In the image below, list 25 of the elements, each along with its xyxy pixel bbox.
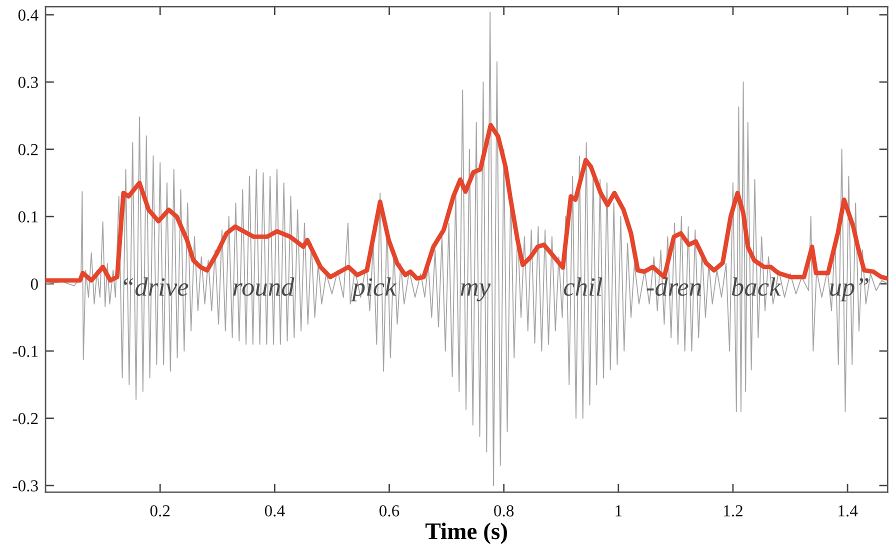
annotation: back <box>732 277 782 296</box>
annotation: up” <box>830 278 868 302</box>
x-tick-label: 0.8 <box>494 505 514 517</box>
x-tick-label: 1.2 <box>724 505 742 517</box>
x-tick-label: 1 <box>616 505 622 516</box>
y-tick-label: 0.2 <box>18 144 38 156</box>
annotation: round <box>233 277 294 296</box>
annotation: chil <box>564 277 602 296</box>
y-tick-label: 0.3 <box>18 76 38 88</box>
x-tick-label: 1.4 <box>838 505 858 517</box>
y-tick-label: 0.1 <box>18 211 38 223</box>
y-tick-label: -0.3 <box>12 480 38 492</box>
x-tick-label: 0.6 <box>379 505 400 517</box>
annotation: my <box>460 283 491 302</box>
y-tick-label: 0 <box>30 278 38 290</box>
annotation: -dren <box>646 277 701 296</box>
y-tick-label: 0.4 <box>18 9 38 21</box>
y-tick-label: -0.2 <box>12 412 38 424</box>
line-series <box>46 12 888 486</box>
x-axis-title: Time (s) <box>426 522 507 544</box>
annotation: pick <box>350 277 397 302</box>
annotation: “drive <box>124 277 188 296</box>
y-tick-label: -0.1 <box>12 346 38 358</box>
x-tick-label: 0.2 <box>150 505 170 517</box>
x-tick-label: 0.4 <box>264 505 285 517</box>
